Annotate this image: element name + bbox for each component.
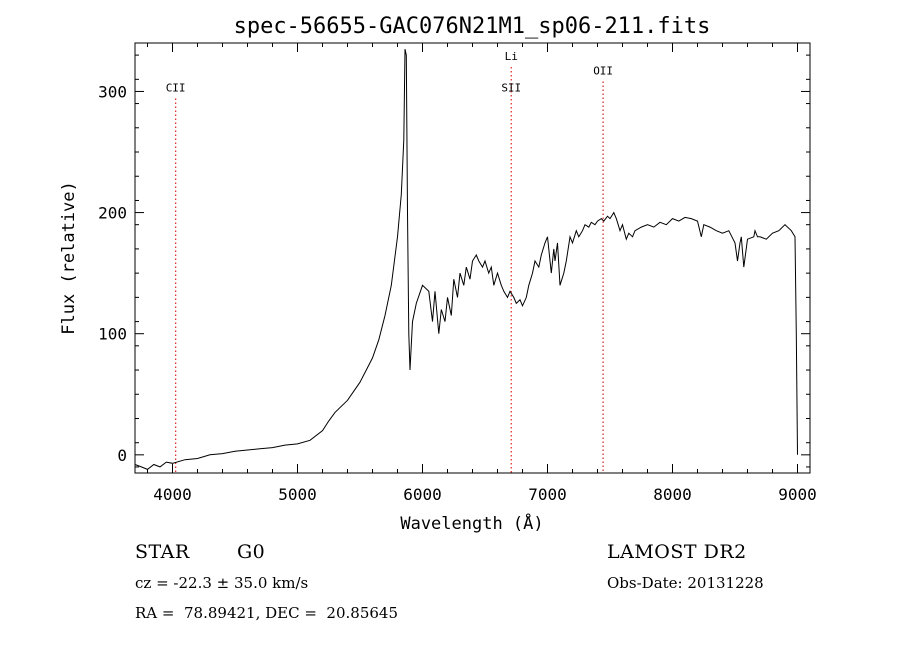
y-tick-label: 300 bbox=[98, 82, 127, 101]
redshift-velocity: cz = -22.3 ± 35.0 km/s bbox=[135, 574, 309, 592]
x-tick-label: 5000 bbox=[278, 485, 317, 504]
line-label: OII bbox=[593, 64, 613, 77]
object-class: STAR bbox=[135, 541, 190, 563]
x-tick-label: 9000 bbox=[778, 485, 817, 504]
sky-coordinates: RA = 78.89421, DEC = 20.85645 bbox=[135, 604, 399, 622]
y-tick-label: 200 bbox=[98, 204, 127, 223]
y-tick-label: 0 bbox=[117, 446, 127, 465]
x-axis-label: Wavelength (Å) bbox=[400, 512, 543, 534]
plot-frame bbox=[134, 42, 811, 474]
spectrum-line bbox=[134, 48, 798, 470]
object-subclass: G0 bbox=[237, 541, 266, 563]
x-tick-label: 7000 bbox=[528, 485, 567, 504]
survey-name: LAMOST DR2 bbox=[607, 541, 747, 563]
x-tick-label: 4000 bbox=[153, 485, 192, 504]
observation-date: Obs-Date: 20131228 bbox=[607, 574, 764, 592]
axes: 4000 5000 6000 7000 8000 9000 0 100 200 300 bbox=[98, 43, 817, 504]
y-tick-label: 100 bbox=[98, 325, 127, 344]
line-label: Li bbox=[505, 50, 518, 63]
line-label: SII bbox=[501, 81, 521, 94]
x-tick-label: 8000 bbox=[653, 485, 692, 504]
chart-title: spec-56655-GAC076N21M1_sp06-211.fits bbox=[234, 14, 711, 39]
line-label: CII bbox=[166, 81, 186, 94]
x-tick-label: 6000 bbox=[403, 485, 442, 504]
line-annotations: CII Li SII OII bbox=[166, 50, 613, 473]
y-axis-label: Flux (relative) bbox=[59, 181, 79, 335]
